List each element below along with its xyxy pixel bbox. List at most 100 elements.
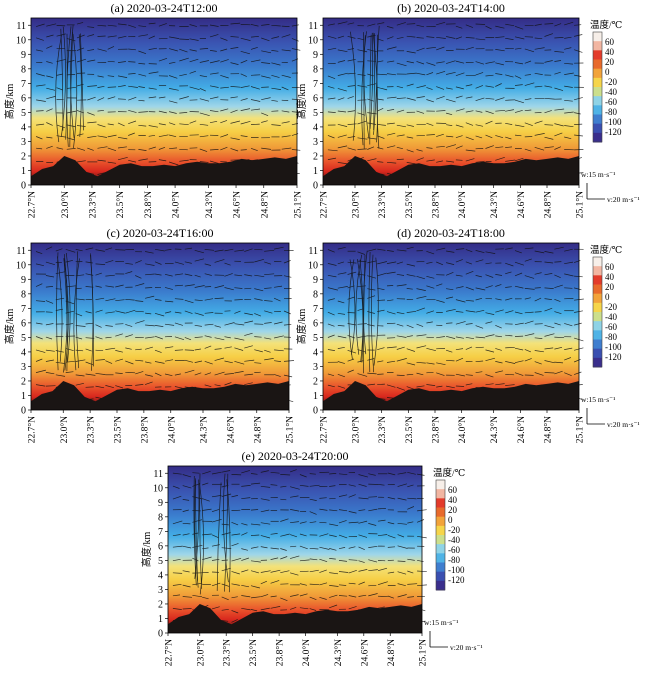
wind-arrow — [209, 149, 219, 151]
colorbar-swatch — [593, 284, 602, 295]
wind-arrow — [485, 25, 492, 30]
wind-arrow — [455, 86, 464, 90]
wind-arrow — [347, 85, 356, 87]
wind-streak — [193, 475, 197, 586]
y-tick-label: 11 — [16, 246, 26, 257]
wind-arrow — [254, 298, 263, 301]
colorbar-swatch — [436, 507, 445, 518]
wind-streak — [359, 259, 364, 363]
colorbar-swatch — [593, 96, 602, 106]
wind-arrow — [544, 307, 553, 312]
wind-arrow — [280, 533, 290, 537]
wind-arrow — [357, 297, 365, 300]
wind-arrow — [95, 285, 102, 288]
wind-arrow — [387, 606, 396, 610]
wind-arrow — [327, 373, 335, 377]
wind-arrow — [35, 283, 43, 287]
wind-arrow — [169, 36, 180, 39]
wind-arrow — [337, 97, 345, 101]
wind-arrow — [125, 347, 132, 350]
wind-arrow — [271, 161, 280, 164]
wind-arrow — [145, 263, 155, 266]
wind-arrow — [534, 161, 545, 165]
wind-arrow — [299, 521, 307, 524]
wind-arrow — [524, 247, 534, 250]
y-tick-label: 9 — [21, 275, 26, 286]
wind-arrow — [241, 569, 249, 573]
colorbar-title: 温度/℃ — [433, 467, 466, 479]
wind-arrow — [505, 361, 516, 364]
wind-arrow — [397, 583, 406, 587]
wind-arrow — [182, 545, 192, 549]
wind-arrow — [524, 174, 533, 178]
wind-arrow — [230, 96, 238, 99]
wind-arrow — [174, 373, 181, 376]
wind-arrow — [172, 545, 183, 548]
wind-arrow — [260, 509, 270, 513]
wind-arrow — [87, 59, 96, 62]
wind-arrow — [254, 274, 265, 278]
colorbar-tick-label: -60 — [448, 545, 460, 555]
wind-arrow — [209, 160, 219, 164]
wind-arrow — [125, 298, 135, 301]
wind-arrow — [309, 511, 317, 515]
y-tick-label: 5 — [21, 333, 26, 344]
wind-arrow — [158, 110, 167, 114]
wind-arrow — [426, 174, 433, 176]
wind-arrow — [270, 621, 280, 625]
wind-arrow — [250, 570, 259, 574]
wind-arrow — [264, 300, 273, 302]
wind-arrow — [406, 136, 414, 139]
wind-arrow — [281, 74, 291, 78]
wind-arrow — [319, 582, 328, 586]
wind-arrow — [337, 49, 348, 53]
wind-arrow — [446, 262, 455, 265]
wind-arrow — [309, 608, 317, 611]
wind-arrow — [495, 370, 504, 373]
wind-arrow — [505, 146, 513, 148]
wind-arrow — [564, 171, 572, 176]
x-tick-label: 24.0°N — [457, 191, 468, 218]
wind-arrow — [396, 312, 405, 315]
wind-arrow — [327, 298, 335, 301]
wind-arrow — [554, 274, 561, 279]
wind-streak — [224, 473, 229, 592]
wind-arrow — [436, 362, 446, 366]
wind-arrow — [329, 618, 336, 621]
wind-arrow — [65, 300, 75, 305]
wind-streak — [373, 257, 379, 366]
plot-frame — [30, 242, 290, 411]
wind-arrow — [85, 286, 94, 288]
wind-arrow — [281, 147, 292, 150]
wind-arrow — [406, 310, 417, 313]
wind-arrow — [230, 120, 240, 124]
wind-arrow — [168, 75, 178, 79]
wind-arrow — [455, 311, 464, 313]
wind-arrow — [534, 361, 542, 365]
wind-arrow — [75, 336, 83, 340]
wind-arrow — [357, 373, 368, 377]
wind-arrow — [426, 62, 436, 66]
x-tick-label: 24.6°N — [516, 191, 527, 218]
wind-arrow — [396, 36, 404, 40]
wind-arrow — [327, 397, 338, 400]
wind-arrow — [485, 85, 494, 88]
wind-arrow — [455, 299, 466, 303]
wind-arrow — [231, 474, 242, 476]
wind-arrow — [407, 471, 416, 475]
wind-arrow — [209, 60, 220, 64]
wind-arrow — [357, 120, 367, 125]
colorbar-tick-label: 20 — [605, 282, 615, 292]
wind-arrow — [55, 248, 63, 252]
wind-arrow — [290, 555, 300, 559]
wind-arrow — [264, 261, 272, 265]
wind-streak — [70, 25, 75, 139]
wind-arrow — [250, 99, 261, 102]
colorbar-swatch — [593, 32, 602, 42]
wind-arrow — [495, 135, 504, 139]
wind-arrow — [220, 37, 228, 41]
wind-arrow — [194, 348, 201, 351]
wind-arrow — [446, 112, 453, 116]
wind-arrow — [564, 372, 572, 377]
wind-arrow — [244, 332, 253, 336]
